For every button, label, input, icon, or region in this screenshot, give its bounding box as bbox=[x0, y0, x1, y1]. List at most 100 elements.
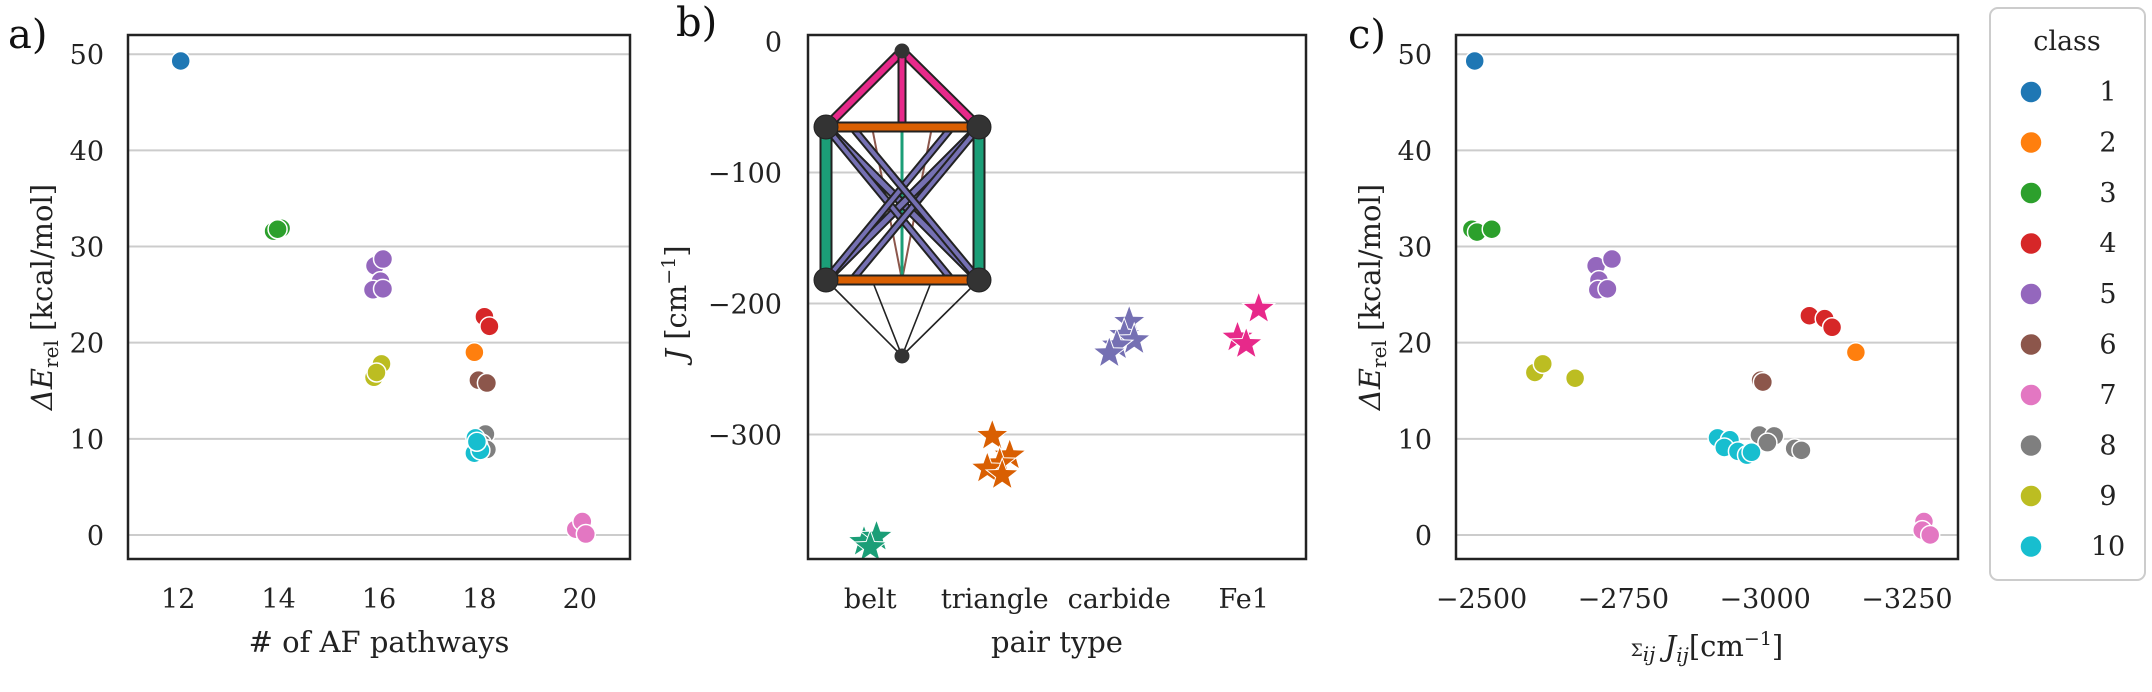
x-tick-label: −3000 bbox=[1719, 584, 1810, 615]
y-tick-label: 10 bbox=[1398, 425, 1432, 456]
panel-a-chart: 12 14 16 18 20 0 10 20 30 40 50 # of AF pathways ΔEr… bbox=[25, 33, 632, 659]
legend-label-6: 6 bbox=[2099, 330, 2116, 361]
atom-node-small bbox=[894, 348, 910, 364]
y-axis-label: J [cm−1] bbox=[658, 245, 693, 365]
panel-b-frame bbox=[806, 33, 1308, 561]
legend-label-1: 1 bbox=[2099, 77, 2116, 108]
point-class-3 bbox=[1481, 218, 1502, 240]
edge-thin bbox=[825, 279, 903, 357]
atom-node bbox=[813, 267, 839, 293]
x-tick-label: −3250 bbox=[1861, 584, 1952, 615]
x-tick-label: triangle bbox=[941, 584, 1049, 615]
star-triangle bbox=[969, 450, 1005, 484]
x-axis-label: pair type bbox=[991, 625, 1123, 659]
x-tick-label: 18 bbox=[462, 584, 496, 615]
star-triangle bbox=[974, 417, 1010, 451]
legend-marker-7 bbox=[2019, 383, 2043, 407]
y-tick-label: 0 bbox=[1415, 521, 1432, 552]
cluster-structure-inset bbox=[813, 43, 992, 364]
panel-c-frame bbox=[1454, 33, 1960, 561]
x-axis-label: # of AF pathways bbox=[249, 625, 510, 659]
point-class-9 bbox=[366, 362, 387, 383]
legend-label-3: 3 bbox=[2099, 178, 2116, 209]
y-tick-label: 0 bbox=[87, 521, 104, 552]
legend-label-2: 2 bbox=[2099, 128, 2116, 159]
point-class-5 bbox=[1597, 278, 1618, 300]
point-class-7 bbox=[575, 523, 597, 545]
x-tick-label: 20 bbox=[563, 584, 597, 615]
x-tick-label: Fe1 bbox=[1219, 584, 1269, 615]
star-carbide bbox=[1091, 334, 1127, 369]
edge-carbide bbox=[824, 125, 954, 282]
panel-label-b: b) bbox=[676, 0, 717, 46]
y-tick-label: −200 bbox=[708, 290, 782, 321]
star-triangle bbox=[984, 456, 1020, 491]
point-class-1 bbox=[170, 50, 191, 72]
point-class-2 bbox=[1845, 342, 1867, 363]
legend-label-5: 5 bbox=[2099, 279, 2116, 310]
y-axis-label: ΔErel [kcal/mol] bbox=[25, 184, 63, 411]
legend-label-4: 4 bbox=[2099, 229, 2116, 260]
point-class-10 bbox=[1741, 442, 1762, 463]
x-tick-label: 14 bbox=[261, 584, 295, 615]
y-tick-label: 30 bbox=[70, 233, 104, 264]
legend: class 1 2 3 4 5 6 7 8 9 10 bbox=[1989, 7, 2146, 581]
x-axis-label: Σij Jij[cm−1] bbox=[1631, 628, 1784, 667]
y-tick-label: 20 bbox=[1398, 329, 1432, 360]
point-class-5 bbox=[372, 248, 394, 270]
x-tick-label: −2500 bbox=[1436, 584, 1527, 615]
y-tick-label: 20 bbox=[70, 329, 104, 360]
star-Fe1 bbox=[1228, 325, 1264, 360]
legend-marker-8 bbox=[2019, 433, 2043, 458]
legend-marker-5 bbox=[2019, 282, 2043, 306]
star-carbide bbox=[1116, 321, 1152, 356]
panel-label-a: a) bbox=[8, 12, 47, 58]
legend-marker-10 bbox=[2019, 534, 2043, 559]
panel-b-chart: belt triangle carbide Fe1 0 −100 −200 −300 pair … bbox=[658, 28, 1308, 659]
point-class-8 bbox=[1791, 440, 1812, 461]
edge-carbide bbox=[850, 125, 981, 282]
point-class-9 bbox=[1532, 353, 1554, 375]
legend-title: class bbox=[2033, 26, 2101, 57]
edge-thin bbox=[901, 279, 933, 357]
edge-fe1 bbox=[823, 48, 905, 130]
x-tick-label: belt bbox=[844, 584, 897, 615]
panel-c-chart: −2500 −2750 −3000 −3250 0 10 20 30 40 50 Σij Jij[c… bbox=[1353, 33, 1960, 667]
star-Fe1 bbox=[1241, 290, 1277, 324]
point-class-8 bbox=[1757, 432, 1778, 453]
legend-marker-2 bbox=[2019, 130, 2043, 155]
edge-thin bbox=[901, 279, 980, 357]
point-class-10 bbox=[466, 431, 488, 452]
y-tick-label: 40 bbox=[70, 136, 104, 167]
legend-label-9: 9 bbox=[2099, 481, 2116, 512]
edge-thin bbox=[871, 279, 903, 357]
legend-label-7: 7 bbox=[2099, 380, 2116, 411]
legend-marker-1 bbox=[2019, 80, 2043, 104]
y-tick-label: 30 bbox=[1398, 233, 1432, 264]
y-tick-label: 50 bbox=[1398, 40, 1432, 71]
point-class-7 bbox=[1919, 524, 1941, 546]
x-tick-label: carbide bbox=[1068, 584, 1171, 615]
atom-node bbox=[966, 114, 992, 140]
star-belt bbox=[852, 528, 888, 563]
y-tick-label: 0 bbox=[765, 28, 782, 59]
legend-label-10: 10 bbox=[2091, 532, 2125, 563]
legend-label-8: 8 bbox=[2099, 431, 2116, 462]
legend-marker-3 bbox=[2019, 181, 2043, 205]
y-tick-label: 50 bbox=[70, 40, 104, 71]
atom-node bbox=[966, 267, 992, 293]
legend-frame bbox=[1989, 7, 2146, 581]
x-tick-label: 16 bbox=[362, 584, 396, 615]
y-tick-label: 40 bbox=[1398, 136, 1432, 167]
point-class-6 bbox=[1752, 371, 1774, 393]
legend-marker-4 bbox=[2019, 231, 2043, 256]
x-tick-label: −2750 bbox=[1578, 584, 1669, 615]
legend-marker-6 bbox=[2019, 332, 2043, 357]
y-axis-label: ΔErel [kcal/mol] bbox=[1353, 184, 1391, 411]
edge-fe1 bbox=[899, 48, 982, 130]
legend-marker-9 bbox=[2019, 484, 2043, 508]
x-tick-label: 12 bbox=[161, 584, 195, 615]
y-tick-label: 10 bbox=[70, 425, 104, 456]
point-class-4 bbox=[1821, 317, 1843, 338]
point-class-6 bbox=[476, 372, 498, 394]
